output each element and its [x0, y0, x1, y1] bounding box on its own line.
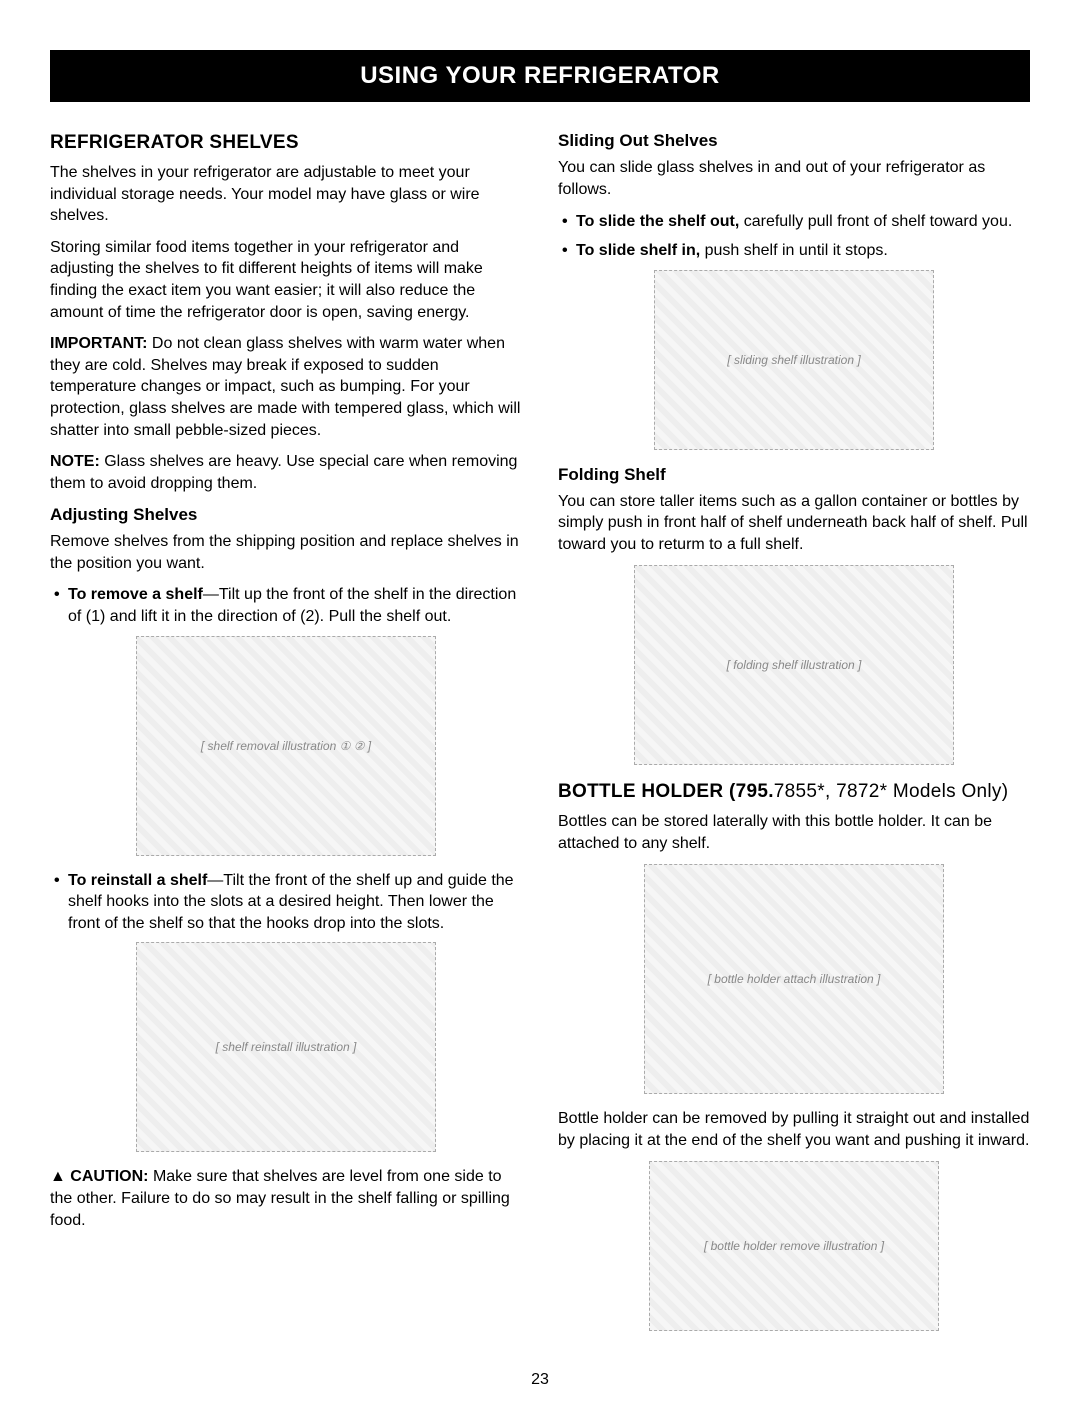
figure-bottle-remove: [ bottle holder remove illustration ]: [558, 1161, 1030, 1331]
figure-bottle-attach: [ bottle holder attach illustration ]: [558, 864, 1030, 1094]
important-label: IMPORTANT:: [50, 335, 147, 352]
warning-icon: ▲: [50, 1168, 66, 1185]
two-column-layout: REFRIGERATOR SHELVES The shelves in your…: [50, 130, 1030, 1345]
caution-paragraph: ▲ CAUTION: Make sure that shelves are le…: [50, 1166, 522, 1231]
remove-label: To remove a shelf: [68, 586, 203, 603]
figure-reinstall-shelf: [ shelf reinstall illustration ]: [50, 942, 522, 1152]
bottle-title-rest: 7855*, 7872* Models Only): [774, 781, 1009, 802]
bullet-reinstall-shelf: To reinstall a shelf—Tilt the front of t…: [54, 870, 522, 935]
figure-sliding-shelf-box: [ sliding shelf illustration ]: [654, 270, 934, 450]
sliding-intro: You can slide glass shelves in and out o…: [558, 157, 1030, 200]
left-column: REFRIGERATOR SHELVES The shelves in your…: [50, 130, 522, 1345]
adjusting-bullets-2: To reinstall a shelf—Tilt the front of t…: [50, 870, 522, 935]
bullet-slide-in: To slide shelf in, push shelf in until i…: [562, 240, 1030, 262]
bottle-title-bold: BOTTLE HOLDER (795.: [558, 781, 774, 802]
bottle-paragraph-1: Bottles can be stored laterally with thi…: [558, 811, 1030, 854]
intro-paragraph-2: Storing similar food items together in y…: [50, 237, 522, 323]
bottle-holder-title: BOTTLE HOLDER (795.7855*, 7872* Models O…: [558, 779, 1030, 805]
slide-out-label: To slide the shelf out,: [576, 213, 739, 230]
page-number: 23: [50, 1369, 1030, 1391]
bottle-paragraph-2: Bottle holder can be removed by pulling …: [558, 1108, 1030, 1151]
section-title-shelves: REFRIGERATOR SHELVES: [50, 130, 522, 156]
caution-label: CAUTION:: [66, 1168, 149, 1185]
adjusting-intro: Remove shelves from the shipping positio…: [50, 531, 522, 574]
slide-in-text: push shelf in until it stops.: [700, 242, 888, 259]
note-paragraph: NOTE: Glass shelves are heavy. Use speci…: [50, 451, 522, 494]
figure-sliding-shelf: [ sliding shelf illustration ]: [558, 270, 1030, 450]
slide-in-label: To slide shelf in,: [576, 242, 700, 259]
reinstall-label: To reinstall a shelf: [68, 872, 207, 889]
figure-bottle-attach-box: [ bottle holder attach illustration ]: [644, 864, 944, 1094]
note-label: NOTE:: [50, 453, 100, 470]
bullet-slide-out: To slide the shelf out, carefully pull f…: [562, 211, 1030, 233]
figure-folding-shelf: [ folding shelf illustration ]: [558, 565, 1030, 765]
bullet-remove-shelf: To remove a shelf—Tilt up the front of t…: [54, 584, 522, 627]
adjusting-heading: Adjusting Shelves: [50, 504, 522, 527]
adjusting-bullets: To remove a shelf—Tilt up the front of t…: [50, 584, 522, 627]
figure-folding-shelf-box: [ folding shelf illustration ]: [634, 565, 954, 765]
important-paragraph: IMPORTANT: Do not clean glass shelves wi…: [50, 333, 522, 441]
figure-reinstall-shelf-box: [ shelf reinstall illustration ]: [136, 942, 436, 1152]
sliding-bullets: To slide the shelf out, carefully pull f…: [558, 211, 1030, 262]
intro-paragraph-1: The shelves in your refrigerator are adj…: [50, 162, 522, 227]
right-column: Sliding Out Shelves You can slide glass …: [558, 130, 1030, 1345]
figure-remove-shelf-box: [ shelf removal illustration ① ② ]: [136, 636, 436, 856]
folding-text: You can store taller items such as a gal…: [558, 491, 1030, 556]
figure-bottle-remove-box: [ bottle holder remove illustration ]: [649, 1161, 939, 1331]
note-text: Glass shelves are heavy. Use special car…: [50, 453, 517, 492]
folding-heading: Folding Shelf: [558, 464, 1030, 487]
sliding-heading: Sliding Out Shelves: [558, 130, 1030, 153]
page-banner: USING YOUR REFRIGERATOR: [50, 50, 1030, 102]
slide-out-text: carefully pull front of shelf toward you…: [739, 213, 1012, 230]
figure-remove-shelf: [ shelf removal illustration ① ② ]: [50, 636, 522, 856]
